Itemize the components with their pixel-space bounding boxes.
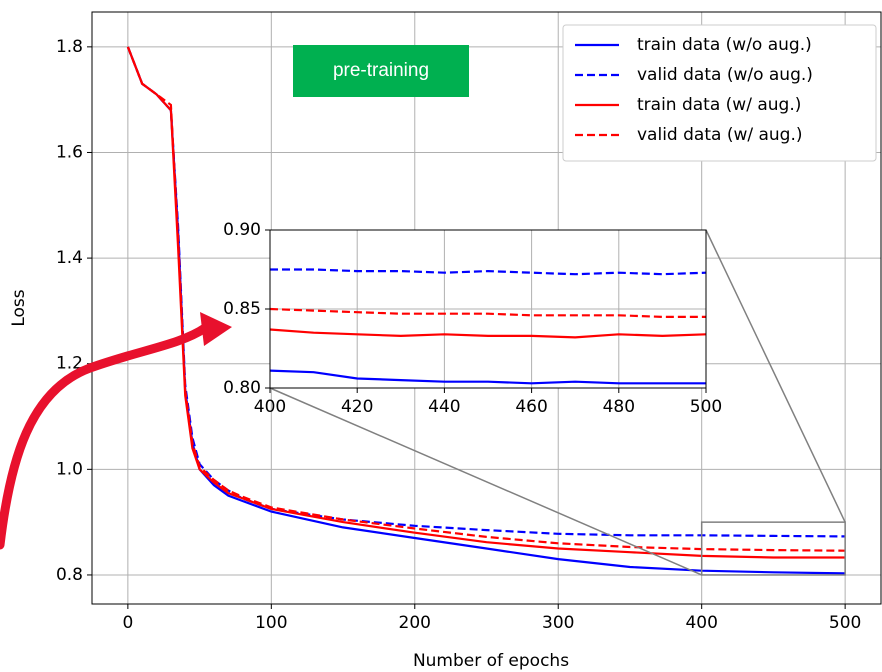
legend-box [562,24,877,162]
series-line [269,307,706,318]
legend: train data (w/o aug.) valid data (w/o aug… [562,24,877,162]
zoom-connector [705,229,846,523]
x-tick-label: 500 [690,397,722,417]
plot-frame [91,11,882,605]
x-tick-label: 0 [122,613,133,633]
x-tick-label: 100 [255,613,287,633]
series-line [126,46,846,552]
inset-plot: 400 420 440 460 480 500 0.80 0.85 0.90 [223,220,722,417]
x-tick-label: 500 [829,613,861,633]
arrow-head [200,312,232,346]
x-tick-label: 300 [542,613,574,633]
x-tick-label: 480 [603,397,635,417]
y-tick-label: 0.8 [56,565,83,585]
annotation: pre-training [333,60,429,81]
y-tick-label: 0.80 [223,378,261,398]
legend-label: valid data (w/ aug.) [637,125,803,145]
legend-label: train data (w/o aug.) [637,35,812,55]
annotation-box [293,45,469,97]
x-tick-label: 460 [515,397,547,417]
legend-label: train data (w/ aug.) [637,95,801,115]
y-axis-label: Loss [9,289,29,326]
y-tick-label: 1.4 [56,248,83,268]
y-tick-label: 0.90 [223,220,261,240]
y-tick-label: 1.8 [56,37,83,57]
plot-frame [269,229,707,389]
y-tick-label: 1.6 [56,142,83,162]
x-tick-label: 400 [254,397,286,417]
y-tick-label: 1.0 [56,459,83,479]
x-tick-label: 200 [399,613,431,633]
zoom-indicator [269,229,846,576]
x-tick-label: 400 [685,613,717,633]
y-tick-label: 1.2 [56,354,83,374]
x-tick-label: 440 [428,397,460,417]
series-line [269,328,707,339]
series-line [269,369,706,385]
series-line [270,268,707,276]
arrow [0,323,210,550]
y-tick-label: 0.85 [223,299,261,319]
x-tick-label: 420 [341,397,373,417]
zoom-box [700,521,846,576]
x-axis-label: Number of epochs [413,651,569,671]
zoom-connector [269,387,702,576]
legend-label: valid data (w/o aug.) [637,65,813,85]
